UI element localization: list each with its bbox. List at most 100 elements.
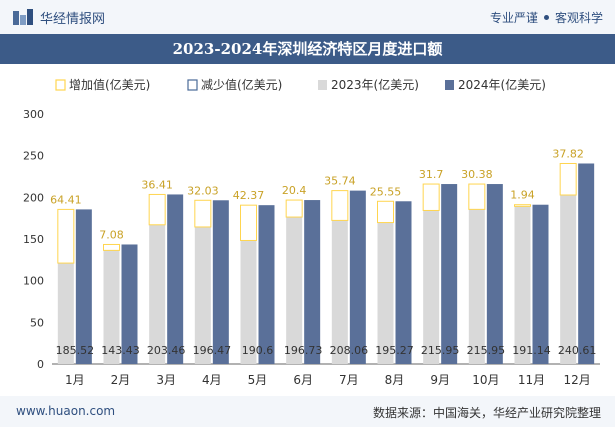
change-label: 64.41 xyxy=(50,193,82,206)
bar-2024 xyxy=(441,184,458,364)
value-label: 185.52 xyxy=(56,344,95,357)
y-tick-label: 200 xyxy=(23,191,44,204)
change-label: 35.74 xyxy=(324,175,356,188)
chart-title: 2023-2024年深圳经济特区月度进口额 xyxy=(172,40,443,58)
bar-2024 xyxy=(486,184,503,364)
bar-2024 xyxy=(258,205,275,364)
bar-2023 xyxy=(331,220,348,364)
value-label: 191.14 xyxy=(512,344,551,357)
x-tick-label: 2月 xyxy=(111,373,131,387)
x-tick-label: 9月 xyxy=(430,373,450,387)
legend-label: 减少值(亿美元) xyxy=(201,77,282,92)
change-label: 25.55 xyxy=(370,185,402,198)
bar-increase xyxy=(468,183,486,210)
bar-increase xyxy=(57,208,75,264)
tagline-right: 客观科学 xyxy=(554,11,603,25)
title-bar: 2023-2024年深圳经济特区月度进口额 xyxy=(0,34,615,64)
value-label: 208.06 xyxy=(330,344,369,357)
y-tick-label: 50 xyxy=(30,316,44,329)
tagline-left: 专业严谨 xyxy=(489,11,538,25)
change-label: 36.41 xyxy=(141,178,173,191)
website-link[interactable]: www.huaon.com xyxy=(16,404,116,418)
bar-2023 xyxy=(57,263,74,364)
legend-label: 2023年(亿美元) xyxy=(331,77,419,92)
x-tick-label: 1月 xyxy=(65,373,85,387)
value-label: 143.43 xyxy=(101,344,140,357)
change-label: 30.38 xyxy=(461,168,493,181)
x-tick-label: 3月 xyxy=(156,373,176,387)
x-tick-label: 7月 xyxy=(339,373,359,387)
value-label: 203.46 xyxy=(147,344,186,357)
bar-increase xyxy=(514,204,531,207)
legend-label: 增加值(亿美元) xyxy=(69,77,150,92)
y-tick-label: 300 xyxy=(23,108,44,121)
change-label: 37.82 xyxy=(552,147,584,160)
legend-swatch xyxy=(187,79,198,91)
bar-increase xyxy=(103,243,120,251)
change-label: 32.03 xyxy=(187,184,219,197)
bar-increase xyxy=(148,193,166,226)
bar-increase xyxy=(422,183,440,211)
bar-2024 xyxy=(75,209,92,364)
value-label: 195.27 xyxy=(375,344,414,357)
value-label: 215.95 xyxy=(421,344,460,357)
y-tick-label: 100 xyxy=(23,275,44,288)
y-tick-label: 250 xyxy=(23,150,44,163)
bar-increase xyxy=(285,199,303,218)
tagline: 专业严谨 客观科学 xyxy=(490,9,603,26)
bar-2023 xyxy=(194,226,211,364)
value-label: 196.73 xyxy=(284,344,323,357)
bar-2023 xyxy=(103,250,120,364)
bar-2024 xyxy=(578,163,595,364)
bar-2024 xyxy=(212,200,229,364)
value-label: 215.95 xyxy=(467,344,506,357)
bar-increase xyxy=(377,200,394,224)
legend-swatch xyxy=(445,80,454,90)
change-label: 7.08 xyxy=(99,228,124,241)
bar-2024 xyxy=(349,190,366,364)
legend-swatch xyxy=(55,79,66,91)
bar-increase xyxy=(240,204,257,241)
separator-dot-icon xyxy=(543,15,549,20)
bar-2023 xyxy=(240,240,257,364)
x-tick-label: 12月 xyxy=(564,373,591,387)
brand-logo-icon xyxy=(13,8,33,25)
bar-2023 xyxy=(514,206,531,364)
x-tick-label: 8月 xyxy=(385,373,405,387)
x-tick-label: 4月 xyxy=(202,373,222,387)
bar-2023 xyxy=(468,209,485,364)
change-label: 1.94 xyxy=(510,189,535,202)
bar-2024 xyxy=(121,244,138,364)
brand[interactable]: 华经情报网 xyxy=(12,8,105,27)
legend-label: 2024年(亿美元) xyxy=(458,77,546,92)
bar-increase xyxy=(194,199,212,228)
bar-2024 xyxy=(167,194,184,364)
y-tick-label: 150 xyxy=(23,233,44,246)
value-label: 240.61 xyxy=(558,344,597,357)
brand-name: 华经情报网 xyxy=(40,12,106,27)
chart: 增加值(亿美元) 减少值(亿美元) 2023年(亿美元) 2024年(亿美元) 0 50 1… xyxy=(23,77,600,387)
bar-2023 xyxy=(423,210,440,364)
bar-2024 xyxy=(304,200,321,364)
bar-increase xyxy=(331,190,349,221)
value-label: 190.6 xyxy=(242,344,274,357)
x-tick-label: 10月 xyxy=(472,373,499,387)
bar-2023 xyxy=(286,217,303,364)
y-tick-label: 0 xyxy=(37,358,44,371)
legend-swatch xyxy=(318,80,327,90)
bar-increase xyxy=(559,162,577,196)
change-label: 42.37 xyxy=(233,189,265,202)
x-tick-label: 11月 xyxy=(518,373,545,387)
bar-2023 xyxy=(560,195,577,364)
x-tick-label: 6月 xyxy=(293,373,313,387)
bar-2023 xyxy=(149,224,166,364)
value-label: 196.47 xyxy=(193,344,232,357)
bar-2023 xyxy=(377,222,394,364)
bar-2024 xyxy=(395,201,412,364)
change-label: 20.4 xyxy=(282,184,307,197)
data-source: 数据来源：中国海关，华经产业研究院整理 xyxy=(372,406,601,420)
change-label: 31.7 xyxy=(419,168,444,181)
bar-2024 xyxy=(532,204,549,364)
top-bar: 华经情报网 专业严谨 客观科学 xyxy=(0,0,615,34)
